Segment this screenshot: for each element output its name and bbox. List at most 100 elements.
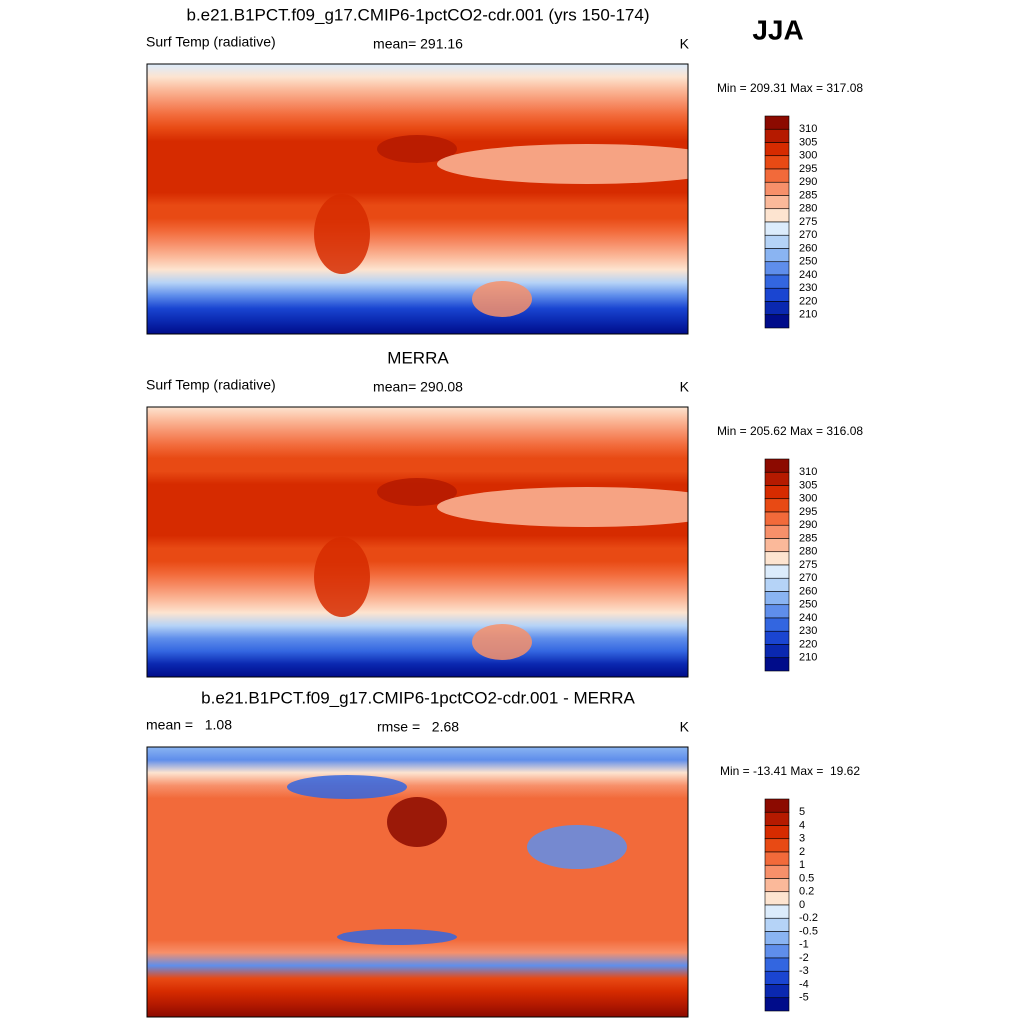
panel-units: K	[680, 719, 690, 735]
colorbar-label: 275	[799, 216, 817, 228]
panel-units: K	[680, 36, 690, 52]
panel-center-label: mean= 290.08	[373, 379, 463, 395]
map-region	[377, 478, 457, 506]
colorbar-label: 3	[799, 833, 805, 845]
colorbar-box	[764, 931, 790, 946]
map-region	[287, 775, 407, 799]
colorbar-box	[764, 970, 790, 985]
colorbar-label: 2	[799, 846, 805, 858]
colorbar-box	[764, 798, 790, 813]
colorbar-label: 230	[799, 282, 817, 294]
colorbar-label: 310	[799, 466, 817, 478]
map-region	[387, 797, 447, 847]
colorbar-box	[764, 811, 790, 826]
map	[147, 64, 688, 334]
panel-units: K	[680, 379, 690, 395]
colorbar-box	[764, 234, 790, 249]
panel-left-label: mean = 1.08	[146, 717, 232, 733]
colorbar-box	[764, 471, 790, 486]
colorbar-box	[764, 984, 790, 999]
colorbar-box	[764, 524, 790, 539]
colorbar-label: 295	[799, 163, 817, 175]
colorbar-label: 275	[799, 559, 817, 571]
colorbar-label: 305	[799, 136, 817, 148]
map-region	[437, 144, 688, 184]
colorbar-label: 270	[799, 572, 817, 584]
colorbar-label: -4	[799, 978, 809, 990]
map-region	[437, 487, 688, 527]
colorbar-box	[764, 997, 790, 1012]
colorbar-label: 310	[799, 123, 817, 135]
colorbar-label: 230	[799, 625, 817, 637]
map-region	[472, 624, 532, 660]
colorbar-label: 285	[799, 189, 817, 201]
colorbar-box	[764, 142, 790, 157]
colorbar-label: 290	[799, 176, 817, 188]
map	[147, 407, 688, 677]
colorbar-label: 0	[799, 899, 805, 911]
colorbar-label: 220	[799, 638, 817, 650]
colorbar-box	[764, 128, 790, 143]
colorbar-box	[764, 168, 790, 183]
colorbar-box	[764, 511, 790, 526]
colorbar-label: 220	[799, 295, 817, 307]
map-field	[147, 747, 688, 1017]
colorbar-box	[764, 577, 790, 592]
colorbar-box	[764, 274, 790, 289]
colorbar-label: 280	[799, 546, 817, 558]
map-region	[527, 825, 627, 869]
min-max-label: Min = -13.41 Max = 19.62	[720, 764, 860, 778]
map-field	[147, 64, 688, 334]
panel-title: b.e21.B1PCT.f09_g17.CMIP6-1pctCO2-cdr.00…	[186, 5, 649, 24]
panel-left-label: Surf Temp (radiative)	[146, 34, 276, 50]
colorbar-label: 300	[799, 150, 817, 162]
colorbar-label: -1	[799, 939, 809, 951]
colorbar-label: 260	[799, 242, 817, 254]
panel-center-label: mean= 291.16	[373, 36, 463, 52]
colorbar-box	[764, 917, 790, 932]
map-region	[472, 281, 532, 317]
colorbar-box	[764, 248, 790, 263]
colorbar-box	[764, 838, 790, 853]
map-region	[377, 135, 457, 163]
colorbar-box	[764, 864, 790, 879]
panel-title: b.e21.B1PCT.f09_g17.CMIP6-1pctCO2-cdr.00…	[201, 688, 635, 707]
colorbar-box	[764, 644, 790, 659]
colorbar-box	[764, 181, 790, 196]
colorbar-box	[764, 115, 790, 130]
colorbar-label: 250	[799, 599, 817, 611]
map-region	[314, 194, 370, 274]
colorbar-label: 4	[799, 819, 805, 831]
map-field	[147, 407, 688, 677]
min-max-label: Min = 205.62 Max = 316.08	[717, 424, 863, 438]
colorbar-box	[764, 551, 790, 566]
colorbar-label: 290	[799, 519, 817, 531]
colorbar-label: 210	[799, 309, 817, 321]
colorbar-label: -5	[799, 992, 809, 1004]
colorbar-box	[764, 657, 790, 672]
colorbar-box	[764, 957, 790, 972]
colorbar-box	[764, 208, 790, 223]
colorbar-box	[764, 538, 790, 553]
colorbar-box	[764, 591, 790, 606]
colorbar-box	[764, 155, 790, 170]
colorbar-label: 280	[799, 203, 817, 215]
season-label: JJA	[752, 14, 803, 45]
colorbar-box	[764, 564, 790, 579]
colorbar-label: -2	[799, 952, 809, 964]
colorbar-box	[764, 851, 790, 866]
colorbar-box	[764, 314, 790, 329]
colorbar-box	[764, 944, 790, 959]
colorbar-box	[764, 498, 790, 513]
colorbar-box	[764, 604, 790, 619]
colorbar-box	[764, 891, 790, 906]
colorbar-box	[764, 261, 790, 276]
panel-left-label: Surf Temp (radiative)	[146, 377, 276, 393]
colorbar-label: 5	[799, 806, 805, 818]
colorbar-box	[764, 458, 790, 473]
colorbar-label: 0.5	[799, 872, 814, 884]
colorbar-box	[764, 221, 790, 236]
colorbar-box	[764, 630, 790, 645]
colorbar-label: 250	[799, 256, 817, 268]
